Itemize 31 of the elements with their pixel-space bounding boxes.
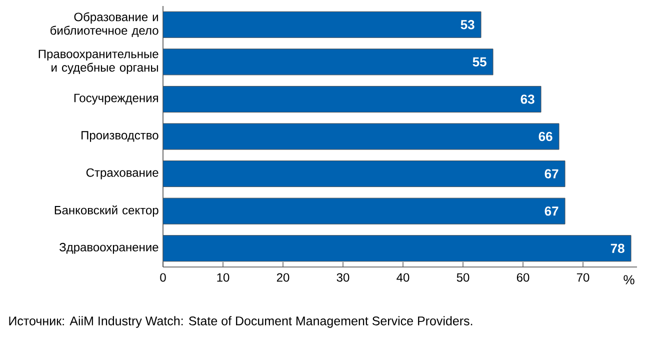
x-tick-label: 20: [276, 273, 290, 282]
data-label: 78: [610, 244, 624, 253]
data-label: 67: [544, 169, 558, 178]
y-tick-label: Образование и библиотечное дело: [50, 12, 158, 37]
y-tick-label: Страхование: [86, 168, 158, 180]
x-tick-label: 70: [576, 273, 590, 282]
x-tick-label: 50: [456, 273, 470, 282]
bar: [163, 48, 494, 76]
x-tick-label: 30: [336, 273, 350, 282]
x-axis-title: %: [624, 275, 634, 284]
data-label: 55: [472, 57, 486, 66]
y-tick-label: Госучреждения: [74, 94, 158, 105]
x-tick-label: 10: [217, 273, 230, 282]
bar: [163, 123, 560, 150]
x-tick-label: 40: [396, 273, 410, 282]
y-tick-label: Правоохранительные и судебные органы: [38, 50, 158, 74]
data-label: 53: [460, 20, 474, 30]
bar: [163, 235, 632, 262]
data-label: 67: [544, 206, 558, 216]
y-tick-label: Производство: [82, 131, 158, 142]
y-tick-label: Банковский сектор: [54, 205, 158, 217]
bar: [163, 11, 482, 38]
x-tick-label: 60: [516, 273, 530, 282]
y-tick-label: Здравоохранение: [59, 242, 158, 254]
bar: [163, 198, 566, 224]
bar: [163, 86, 542, 112]
data-label: 63: [520, 94, 534, 104]
x-tick-label: 0: [160, 273, 166, 282]
data-label: 66: [538, 132, 552, 142]
bar: [163, 160, 566, 188]
text: Источник: AiiM Industry Watch: State of Document Management Service Providers.: [9, 316, 472, 328]
